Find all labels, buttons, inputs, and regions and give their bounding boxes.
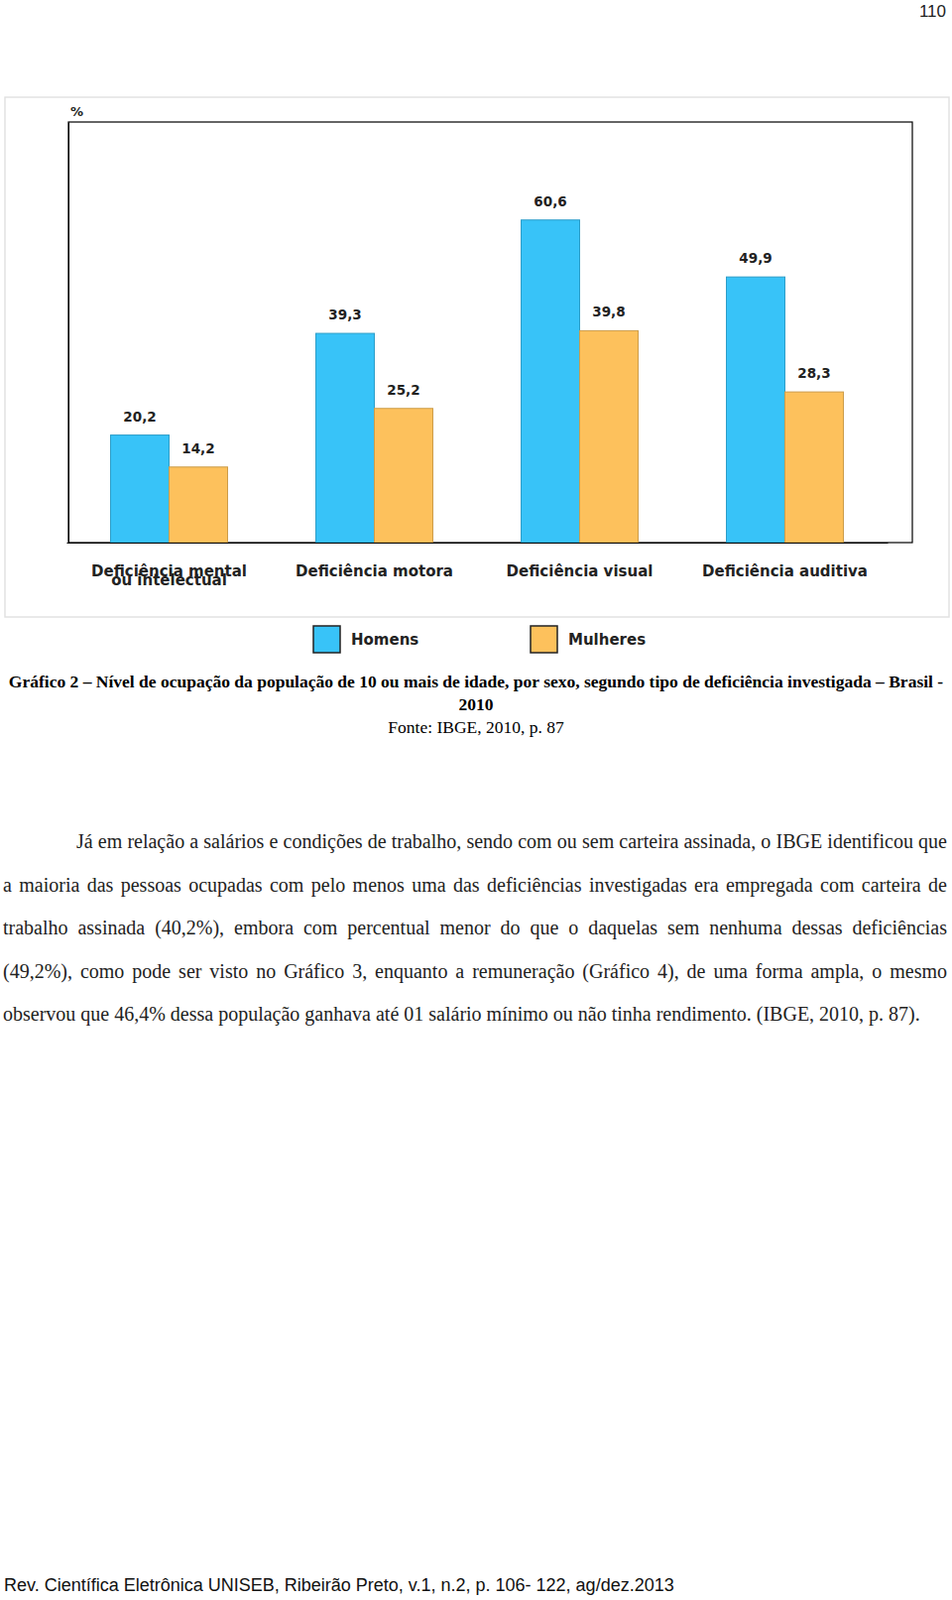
x-tick: Deficiência auditiva — [702, 562, 868, 581]
chart: 20,2 39,3 60,6 49,9 14,2 25,2 39,8 28,3 Deficiên… — [0, 0, 952, 665]
bar — [111, 435, 170, 543]
x-tick: Deficiência visual — [506, 562, 654, 581]
x-tick-label: Deficiência motora — [295, 562, 454, 581]
y-axis-title: % — [70, 104, 84, 119]
bar — [521, 220, 581, 543]
x-tick: Deficiência mentalou intelectual — [91, 562, 247, 590]
x-tick-label: Deficiência visual — [506, 562, 654, 581]
bar — [374, 408, 434, 543]
legend-swatch — [530, 625, 558, 653]
legend-label: Homens — [351, 630, 419, 649]
data-labels: 20,2 39,3 60,6 49,9 14,2 25,2 39,8 28,3 — [122, 193, 831, 457]
legend-label: Mulheres — [568, 630, 646, 649]
page-number: 110 — [919, 1, 947, 22]
data-label: 60,6 — [533, 193, 567, 210]
body-paragraph: Já em relação a salários e condições de … — [2, 820, 948, 1037]
plot-frame — [68, 121, 913, 543]
bar — [785, 391, 844, 543]
data-label: 39,3 — [328, 306, 361, 323]
data-label: 49,9 — [738, 249, 772, 266]
data-label: 20,2 — [122, 408, 156, 425]
x-axis: Deficiência mentalou intelectual Deficiên… — [67, 543, 889, 591]
data-label: 14,2 — [181, 440, 215, 457]
y-axis-line — [68, 122, 70, 544]
x-tick: Deficiência motora — [295, 562, 454, 581]
data-label: 25,2 — [386, 381, 420, 398]
legend: Homens Mulheres — [313, 625, 646, 653]
data-label: 39,8 — [592, 303, 625, 320]
legend-item: Homens — [313, 625, 419, 653]
bar — [316, 333, 375, 543]
caption: Gráfico 2 – Nível de ocupação da populaç… — [7, 670, 945, 739]
x-tick-label: Deficiência mentalou intelectual — [91, 562, 247, 590]
y-axis — [68, 122, 70, 544]
caption-title: Gráfico 2 – Nível de ocupação da populaç… — [7, 670, 945, 716]
x-tick-label: Deficiência auditiva — [702, 562, 868, 581]
footer: Rev. Científica Eletrônica UNISEB, Ribei… — [3, 1574, 675, 1596]
bars — [111, 220, 844, 543]
chart-border — [4, 97, 950, 617]
legend-swatch — [313, 625, 341, 653]
data-label: 28,3 — [797, 364, 831, 381]
x-axis-line — [67, 542, 889, 544]
bar — [169, 467, 229, 543]
bar — [580, 330, 639, 543]
bar — [726, 276, 786, 543]
legend-item: Mulheres — [530, 625, 646, 653]
caption-source: Fonte: IBGE, 2010, p. 87 — [7, 715, 945, 739]
